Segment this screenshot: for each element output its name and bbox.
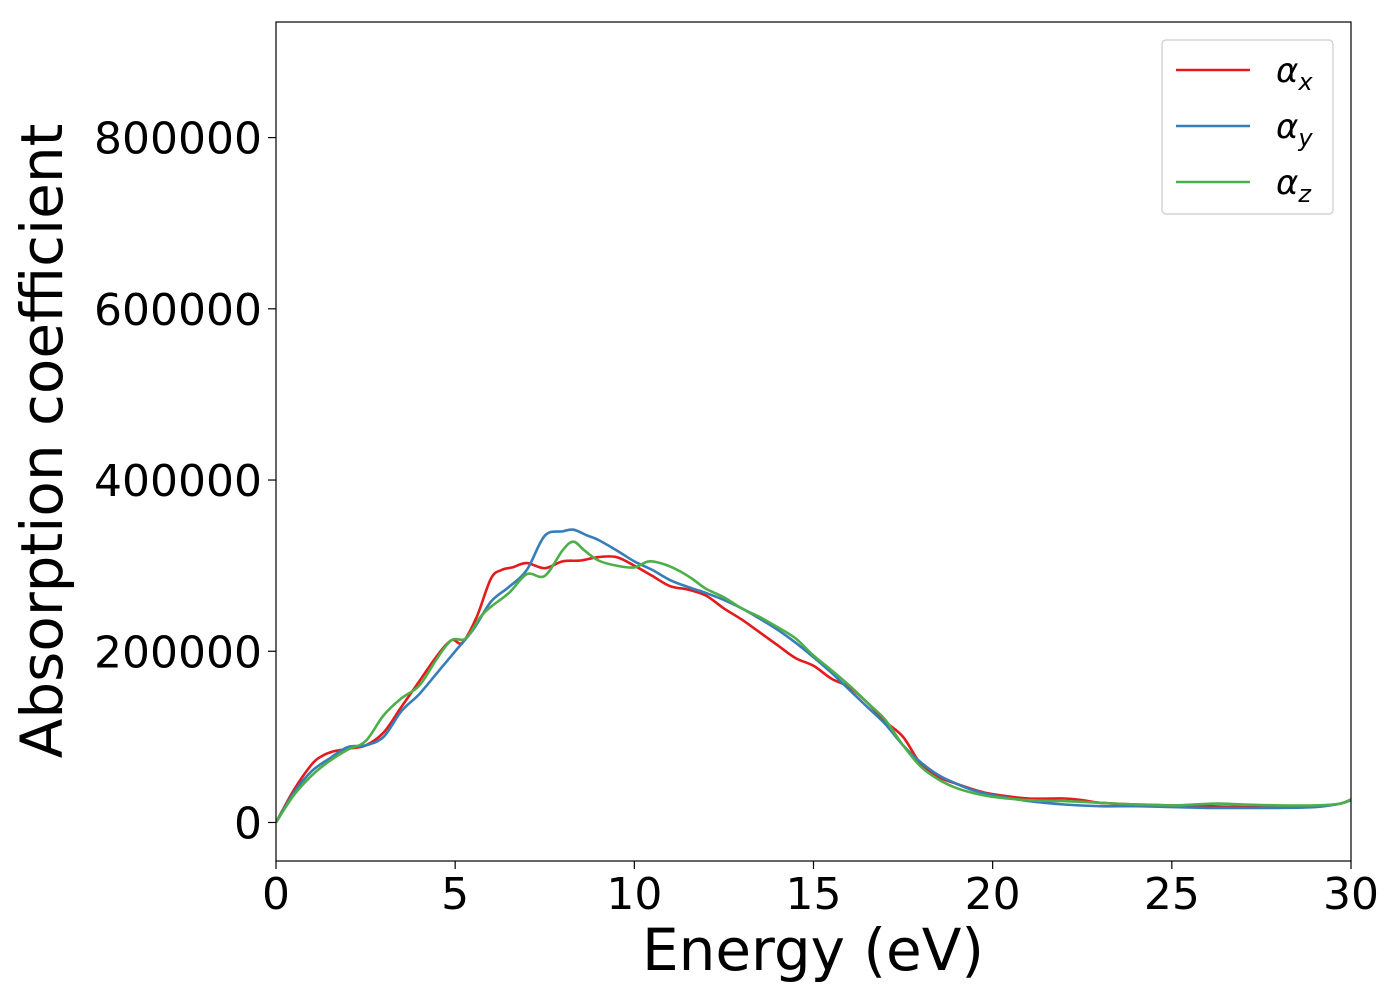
x-tick-label: 10	[606, 869, 662, 920]
y-axis-label: Absorption coefficient	[8, 124, 76, 759]
legend: αx αy αz	[1161, 39, 1334, 215]
y-tick-label: 800000	[94, 114, 262, 165]
x-tick-label: 5	[441, 869, 469, 920]
series-line-y	[276, 528, 1351, 824]
x-tick-label: 15	[786, 869, 842, 920]
x-axis-label: Energy (eV)	[642, 916, 984, 984]
legend-entry-y: αy	[1276, 107, 1313, 152]
series-layer	[276, 528, 1351, 824]
legend-entry-x: αx	[1276, 51, 1313, 96]
y-tick-label: 600000	[94, 285, 262, 336]
x-tick-label: 0	[262, 869, 290, 920]
x-tick-label: 25	[1144, 869, 1200, 920]
y-tick-label: 400000	[94, 456, 262, 507]
series-line-x	[276, 554, 1351, 824]
y-axis: 0 200000 400000 600000 800000	[94, 114, 276, 849]
x-tick-label: 20	[965, 869, 1021, 920]
x-tick-label: 30	[1323, 869, 1379, 920]
y-tick-label: 0	[234, 798, 262, 849]
x-axis: 0 5 10 15 20 25 30	[262, 861, 1379, 920]
legend-entry-z: αz	[1276, 163, 1312, 208]
series-line-z	[276, 540, 1351, 824]
y-tick-label: 200000	[94, 627, 262, 678]
